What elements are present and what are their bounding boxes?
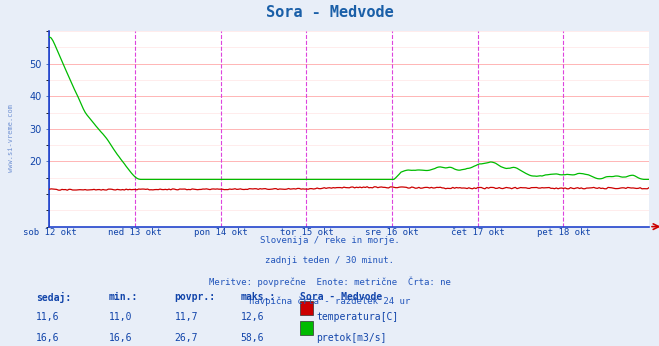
Text: 11,7: 11,7 bbox=[175, 312, 198, 322]
Text: Sora - Medvode: Sora - Medvode bbox=[266, 5, 393, 20]
Text: Sora - Medvode: Sora - Medvode bbox=[300, 292, 382, 302]
Text: sedaj:: sedaj: bbox=[36, 292, 71, 303]
Text: temperatura[C]: temperatura[C] bbox=[316, 312, 399, 322]
Text: 12,6: 12,6 bbox=[241, 312, 264, 322]
Text: Meritve: povprečne  Enote: metrične  Črta: ne: Meritve: povprečne Enote: metrične Črta:… bbox=[208, 276, 451, 286]
Text: zadnji teden / 30 minut.: zadnji teden / 30 minut. bbox=[265, 256, 394, 265]
Text: maks.:: maks.: bbox=[241, 292, 275, 302]
Text: 11,6: 11,6 bbox=[36, 312, 60, 322]
Text: 11,0: 11,0 bbox=[109, 312, 132, 322]
Text: tor 15 okt: tor 15 okt bbox=[279, 228, 333, 237]
Text: 16,6: 16,6 bbox=[36, 333, 60, 343]
Text: pretok[m3/s]: pretok[m3/s] bbox=[316, 333, 387, 343]
Text: www.si-vreme.com: www.si-vreme.com bbox=[8, 104, 14, 172]
Text: čet 17 okt: čet 17 okt bbox=[451, 228, 505, 237]
Text: ned 13 okt: ned 13 okt bbox=[108, 228, 162, 237]
Text: Slovenija / reke in morje.: Slovenija / reke in morje. bbox=[260, 236, 399, 245]
Text: 58,6: 58,6 bbox=[241, 333, 264, 343]
Text: sre 16 okt: sre 16 okt bbox=[365, 228, 419, 237]
Text: min.:: min.: bbox=[109, 292, 138, 302]
Text: navpična črta - razdelek 24 ur: navpična črta - razdelek 24 ur bbox=[249, 296, 410, 306]
Text: povpr.:: povpr.: bbox=[175, 292, 215, 302]
Text: pet 18 okt: pet 18 okt bbox=[536, 228, 590, 237]
Text: 16,6: 16,6 bbox=[109, 333, 132, 343]
Text: sob 12 okt: sob 12 okt bbox=[22, 228, 76, 237]
Text: 26,7: 26,7 bbox=[175, 333, 198, 343]
Text: pon 14 okt: pon 14 okt bbox=[194, 228, 248, 237]
